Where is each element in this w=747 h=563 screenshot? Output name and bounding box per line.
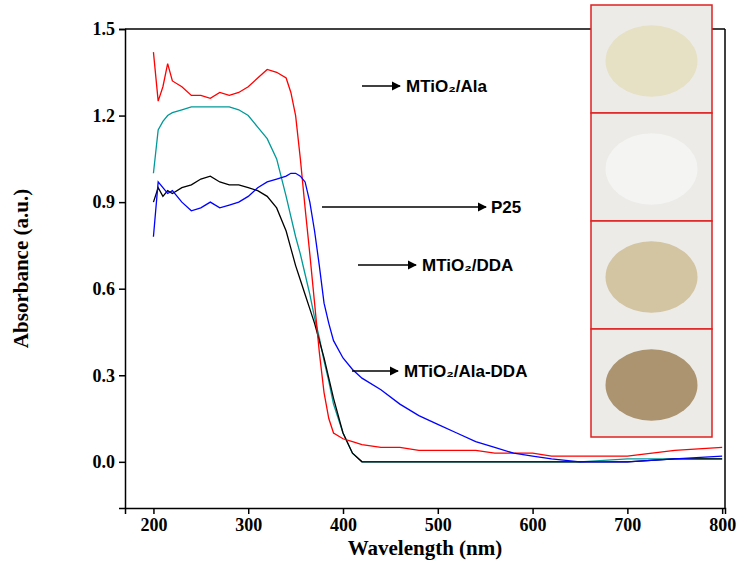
x-tick-label: 300 xyxy=(235,515,262,535)
x-tick-mark xyxy=(438,508,440,514)
x-tick: 400 xyxy=(330,508,357,535)
photo-frame xyxy=(591,221,712,329)
x-tick-label: 600 xyxy=(520,515,547,535)
x-tick-label: 700 xyxy=(614,515,641,535)
y-axis-title: Absorbance (a.u.) xyxy=(9,189,33,348)
x-axis-title: Wavelength (nm) xyxy=(348,536,503,560)
y-tick-label: 0.0 xyxy=(93,452,116,472)
y-tick-label: 0.3 xyxy=(93,366,116,386)
x-tick-mark xyxy=(532,508,534,514)
series-label: P25 xyxy=(491,198,521,217)
x-tick-label: 800 xyxy=(709,515,736,535)
y-tick-mark xyxy=(119,288,125,290)
powder xyxy=(606,241,698,312)
photo-cell xyxy=(591,5,712,113)
y-tick-mark xyxy=(119,375,125,377)
y-tick: 1.5 xyxy=(93,19,126,39)
x-axis: 200 300 400 500 600 700 800 xyxy=(126,508,737,535)
powder xyxy=(606,349,698,420)
x-tick: 600 xyxy=(520,508,547,535)
x-tick: 800 xyxy=(709,508,736,535)
label-arrow xyxy=(322,206,486,207)
y-tick-mark xyxy=(119,462,125,464)
label-arrow xyxy=(352,370,398,371)
photo-cell xyxy=(591,113,712,221)
y-tick-mark xyxy=(119,202,125,204)
photo-cell xyxy=(591,221,712,329)
x-tick-label: 400 xyxy=(330,515,357,535)
photo-frame xyxy=(591,113,712,221)
series-label: MTiO₂/DDA xyxy=(422,256,513,275)
y-axis-line xyxy=(119,30,126,509)
label-arrow xyxy=(358,264,416,265)
series-label: MTiO₂/Ala xyxy=(406,77,487,96)
label-arrow xyxy=(362,85,400,86)
powder xyxy=(606,25,698,96)
lines xyxy=(153,52,722,462)
y-tick-label: 0.6 xyxy=(93,279,116,299)
series-label: MTiO₂/Ala-DDA xyxy=(404,362,527,381)
y-axis: 0.0 0.3 0.6 0.9 1.2 1.5 xyxy=(93,19,126,508)
x-tick-mark xyxy=(343,508,345,514)
y-tick-mark xyxy=(119,29,125,31)
powder xyxy=(606,133,698,204)
y-tick-label: 1.2 xyxy=(93,106,116,126)
x-tick-label: 500 xyxy=(425,515,452,535)
y-tick: 0.6 xyxy=(93,279,126,299)
series-line xyxy=(153,107,722,462)
x-tick-label: 200 xyxy=(140,515,167,535)
y-tick-mark xyxy=(119,115,125,117)
y-tick: 0.0 xyxy=(93,452,126,472)
y-tick: 1.2 xyxy=(93,106,126,126)
y-tick-label: 1.5 xyxy=(93,19,116,39)
y-tick: 0.3 xyxy=(93,366,126,386)
x-tick-mark xyxy=(627,508,629,514)
y-tick: 0.9 xyxy=(93,192,126,212)
series-line xyxy=(153,52,722,456)
x-tick: 500 xyxy=(425,508,452,535)
photo-frame xyxy=(591,329,712,437)
photo-inset xyxy=(591,5,712,437)
x-axis-line xyxy=(126,509,726,515)
x-tick-mark xyxy=(248,508,250,514)
photo-cell xyxy=(591,329,712,437)
x-tick: 700 xyxy=(614,508,641,535)
x-tick-mark xyxy=(722,508,724,514)
x-tick-mark xyxy=(153,508,155,514)
photo-frame xyxy=(591,5,712,113)
x-tick: 300 xyxy=(235,508,262,535)
frame-right xyxy=(724,29,726,508)
x-tick: 200 xyxy=(140,508,167,535)
chart: 200 300 400 500 600 700 800 0.0 0.3 0.6 0.9 1.2 1.5 W… xyxy=(0,0,747,563)
y-tick-label: 0.9 xyxy=(93,192,116,212)
annotations: MTiO₂/Ala P25 MTiO₂/DDA MTiO₂/Ala-DDA xyxy=(322,77,527,381)
